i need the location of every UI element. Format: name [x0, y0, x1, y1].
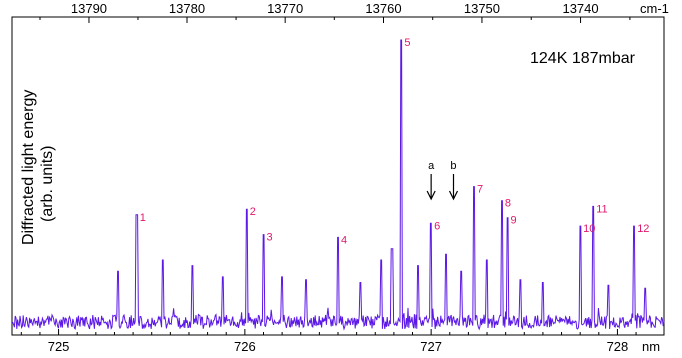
peak-label: 4	[341, 234, 347, 246]
top-tick-label: 13790	[71, 1, 107, 16]
peak-label: 12	[637, 223, 649, 235]
peak-label: 3	[266, 232, 272, 244]
top-tick-label: 13760	[365, 1, 401, 16]
arrow-label: a	[428, 160, 435, 172]
spectrum-line	[11, 39, 665, 331]
top-axis: 13790 13780 13770 13760 13750 13740	[39, 1, 631, 23]
peak-label: 9	[511, 215, 517, 227]
peak-label: 7	[477, 184, 483, 196]
arrow-head	[448, 190, 459, 201]
peak-label: 10	[583, 223, 595, 235]
y-axis-units-label: (arb. units)	[39, 146, 56, 222]
bottom-axis: 725 726 727 728	[20, 329, 637, 354]
peak-label: 8	[505, 198, 511, 210]
bottom-tick-label: 726	[234, 339, 256, 354]
bottom-tick-label: 725	[48, 339, 70, 354]
y-axis-label: Diffracted light energy	[20, 90, 37, 245]
condition-annotation: 124K 187mbar	[530, 50, 636, 67]
bottom-axis-unit: nm	[642, 339, 660, 354]
peak-label: 2	[250, 206, 256, 218]
peak-label: 1	[140, 212, 146, 224]
peak-label: 6	[434, 220, 440, 232]
arrow-label: b	[450, 160, 456, 172]
peak-label: 5	[404, 37, 410, 49]
top-tick-label: 13750	[464, 1, 500, 16]
bottom-tick-label: 728	[607, 339, 629, 354]
arrow-head	[426, 190, 436, 201]
top-axis-unit: cm-1	[640, 1, 669, 16]
top-tick-label: 13780	[169, 1, 205, 16]
top-tick-label: 13740	[562, 1, 598, 16]
peak-label: 11	[596, 203, 607, 215]
bottom-tick-label: 727	[420, 339, 442, 354]
top-tick-label: 13770	[267, 1, 303, 16]
